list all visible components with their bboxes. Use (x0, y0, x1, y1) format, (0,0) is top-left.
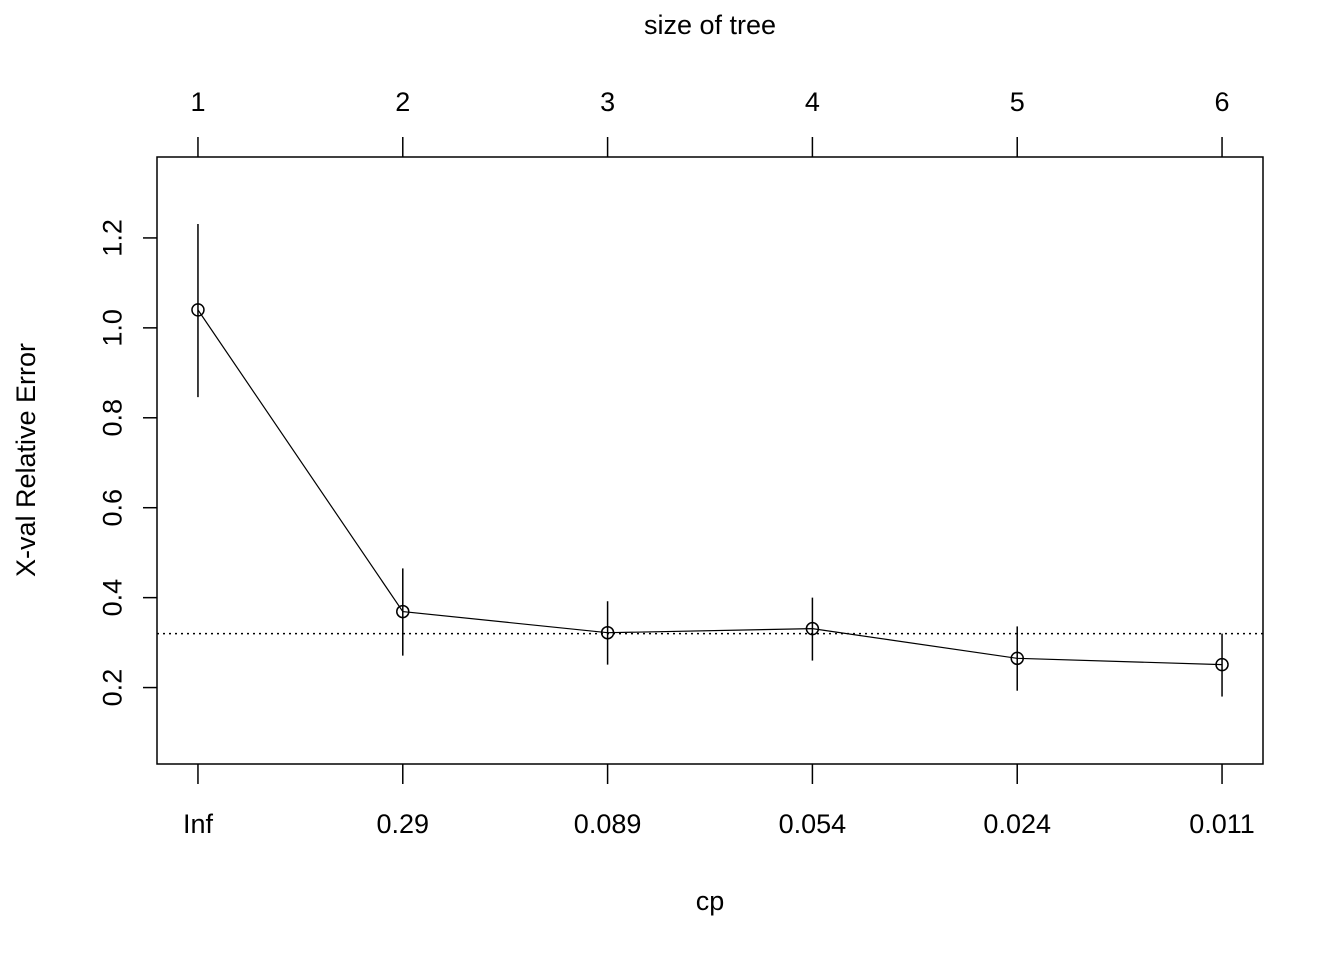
data-point (1215, 657, 1229, 672)
y-tick-label: 0.2 (97, 669, 127, 707)
y-tick-label: 1.0 (97, 309, 127, 347)
y-tick-label: 0.6 (97, 489, 127, 527)
x-tick-label-size: 4 (805, 87, 820, 117)
x-tick-label-size: 1 (190, 87, 205, 117)
x-tick-label-cp: 0.011 (1189, 809, 1255, 839)
y-tick-label: 1.2 (97, 219, 127, 257)
x-tick-label-size: 2 (395, 87, 410, 117)
series-line (197, 309, 1223, 666)
top-axis-title: size of tree (644, 10, 776, 40)
y-tick-label: 0.4 (97, 579, 127, 617)
x-tick-label-cp: Inf (183, 809, 214, 839)
x-tick-label-size: 3 (600, 87, 615, 117)
x-tick-label-cp: 0.054 (779, 809, 847, 839)
plot-box (156, 156, 1264, 765)
y-tick-label: 0.8 (97, 399, 127, 437)
x-tick-label-cp: 0.089 (574, 809, 642, 839)
data-point (191, 303, 205, 317)
x-axis-title: cp (696, 886, 725, 916)
data-point (805, 621, 820, 636)
x-tick-label-cp: 0.29 (376, 809, 429, 839)
data-point (1010, 651, 1024, 666)
x-tick-label-size: 6 (1215, 87, 1230, 117)
y-axis-title: X-val Relative Error (11, 343, 41, 577)
x-tick-label-size: 5 (1010, 87, 1025, 117)
x-tick-label-cp: 0.024 (983, 809, 1051, 839)
data-point (396, 604, 410, 619)
data-point (600, 625, 615, 640)
